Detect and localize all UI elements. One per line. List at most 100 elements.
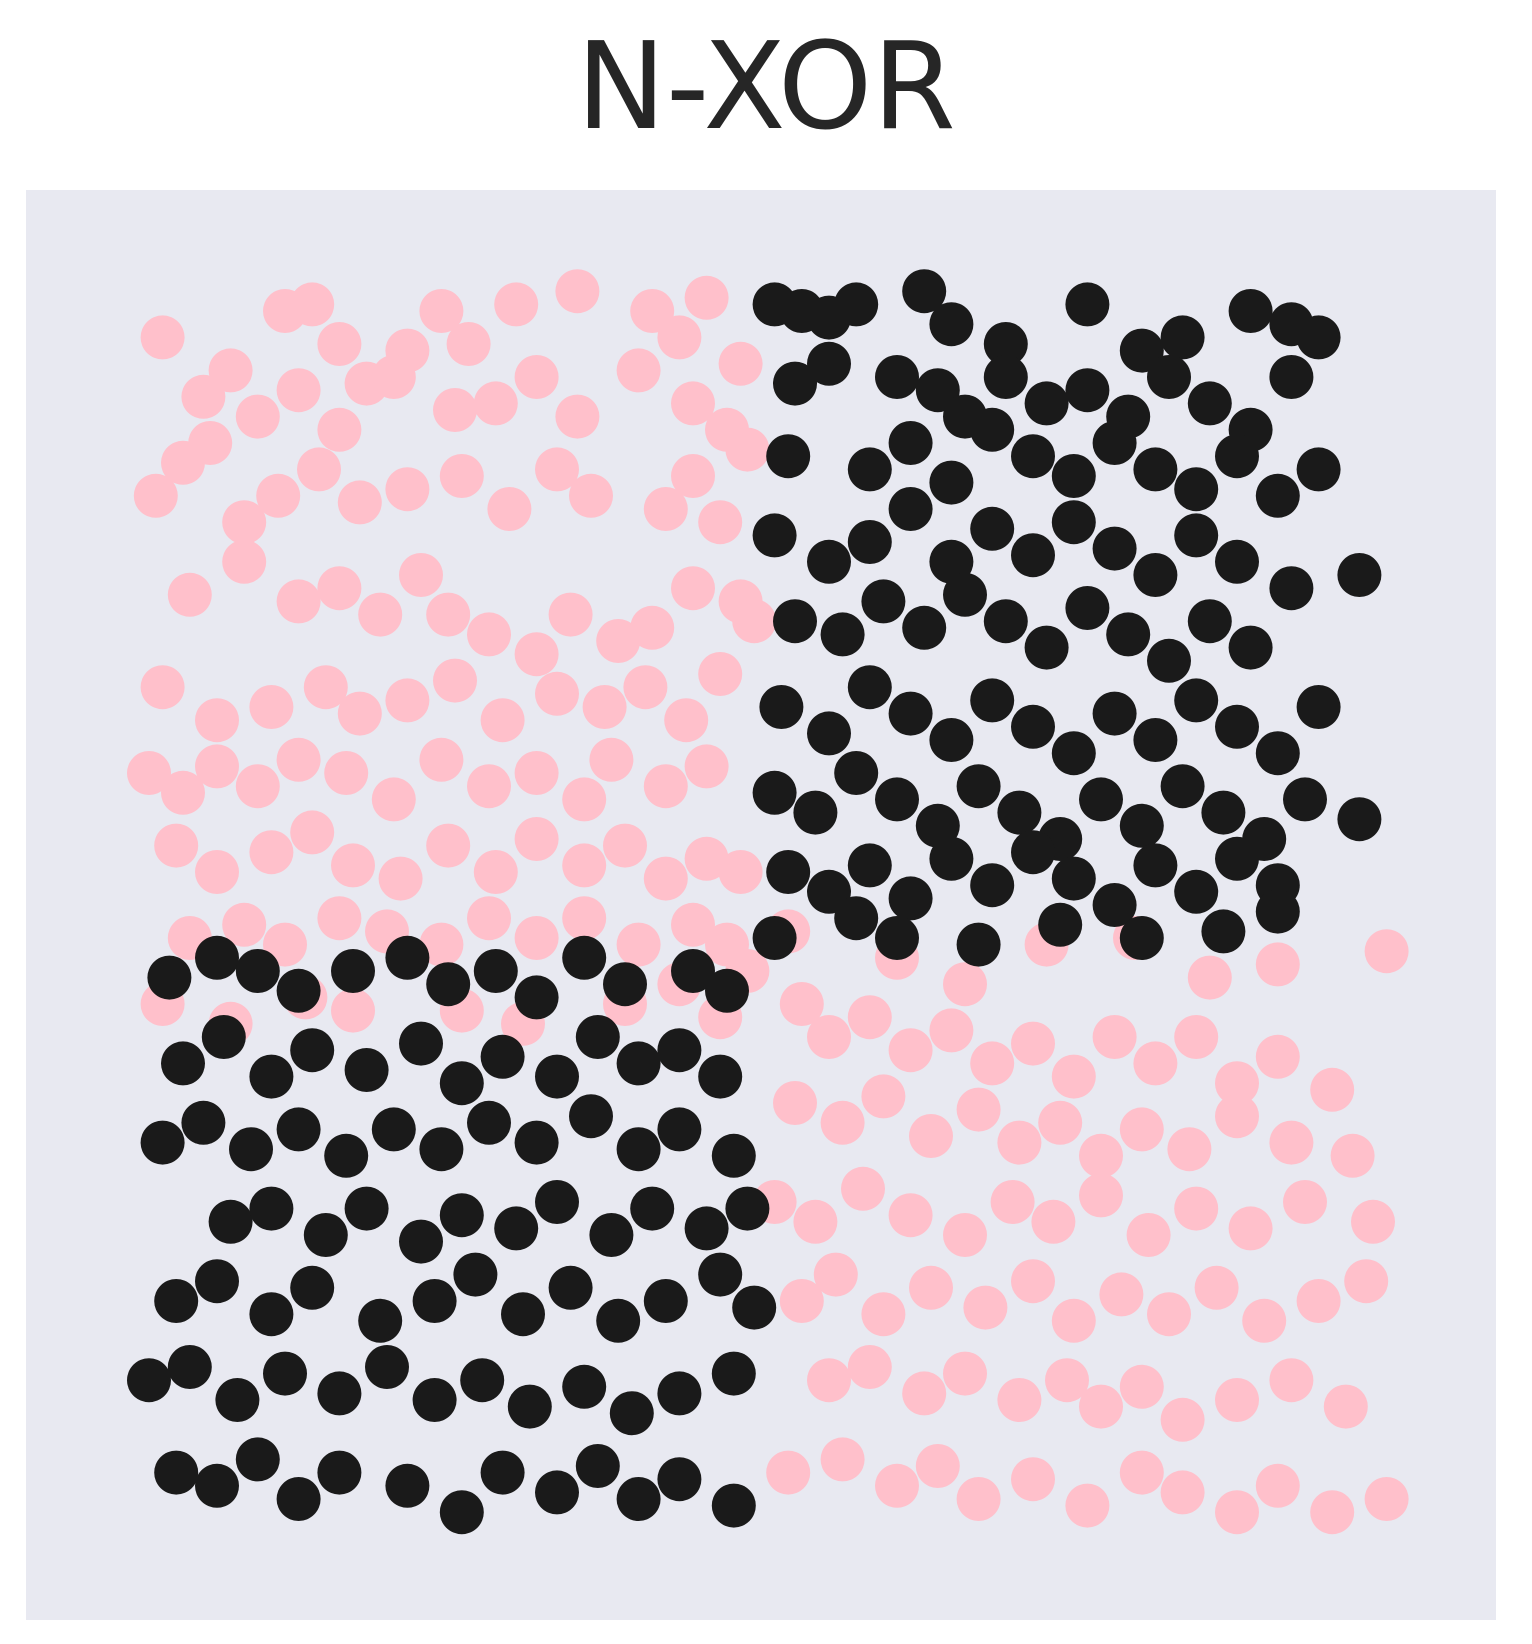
point-series-0-22	[514, 355, 559, 399]
point-series-1-120	[385, 935, 430, 980]
point-series-0-69	[664, 698, 709, 743]
point-series-1-155	[249, 1186, 294, 1231]
point-series-1-140	[698, 1054, 743, 1099]
point-series-1-98	[929, 836, 974, 881]
point-series-1-45	[1011, 533, 1055, 578]
point-series-0-182	[807, 1358, 851, 1403]
point-series-1-44	[970, 506, 1015, 551]
point-series-0-54	[630, 605, 675, 650]
point-series-1-178	[732, 1285, 777, 1330]
point-series-0-136	[1051, 1054, 1096, 1099]
point-series-1-12	[1296, 315, 1341, 360]
point-series-1-127	[705, 968, 749, 1013]
point-series-0-130	[807, 1015, 851, 1059]
point-series-1-7	[1065, 282, 1110, 327]
point-series-1-170	[358, 1298, 403, 1343]
point-series-0-100	[222, 902, 267, 947]
point-series-1-76	[1215, 704, 1259, 749]
point-series-1-187	[507, 1384, 552, 1429]
point-series-1-204	[711, 1483, 756, 1528]
point-series-0-187	[1045, 1358, 1089, 1403]
point-series-1-62	[1147, 638, 1191, 683]
point-series-1-20	[1065, 368, 1110, 413]
point-series-1-152	[657, 1107, 702, 1152]
point-series-1-38	[1296, 447, 1341, 492]
point-series-0-206	[1364, 1477, 1409, 1521]
point-series-0-12	[684, 275, 729, 320]
point-series-0-82	[589, 737, 634, 782]
point-series-1-196	[317, 1450, 362, 1495]
point-series-1-56	[902, 605, 947, 650]
point-series-1-71	[1011, 704, 1055, 749]
point-series-1-182	[263, 1351, 307, 1396]
point-series-1-135	[480, 1034, 525, 1079]
point-series-0-14	[181, 374, 226, 419]
point-series-0-158	[841, 1166, 885, 1211]
point-series-1-88	[1119, 803, 1164, 848]
point-series-1-124	[562, 935, 607, 980]
point-series-0-8	[494, 282, 539, 327]
point-series-0-97	[684, 836, 729, 881]
point-series-1-13	[773, 361, 817, 406]
point-series-0-191	[1215, 1378, 1259, 1422]
point-series-1-158	[399, 1219, 443, 1264]
point-series-0-152	[1167, 1127, 1212, 1172]
point-series-0-74	[235, 764, 280, 809]
point-series-0-160	[943, 1213, 987, 1257]
point-series-0-15	[208, 348, 253, 393]
point-series-1-139	[657, 1028, 702, 1073]
point-series-1-52	[1337, 553, 1382, 597]
point-series-1-58	[983, 599, 1028, 644]
point-series-0-10	[630, 289, 675, 333]
point-series-1-161	[535, 1180, 579, 1224]
point-series-0-7	[446, 322, 491, 366]
point-series-0-95	[603, 823, 647, 868]
point-series-1-141	[140, 1120, 185, 1165]
point-series-0-41	[671, 454, 715, 498]
point-series-0-25	[671, 381, 715, 426]
point-series-0-75	[276, 737, 321, 782]
point-series-1-112	[1119, 916, 1164, 960]
point-series-0-16	[235, 394, 280, 439]
point-series-1-67	[847, 665, 892, 710]
point-series-1-102	[1092, 883, 1137, 927]
point-series-0-181	[1344, 1259, 1389, 1304]
point-series-1-185	[412, 1378, 457, 1422]
point-series-1-191	[711, 1351, 756, 1396]
point-series-0-146	[909, 1114, 953, 1158]
point-series-1-172	[453, 1252, 498, 1297]
point-series-1-157	[344, 1186, 389, 1231]
point-series-0-150	[1079, 1133, 1123, 1178]
point-series-1-111	[1038, 902, 1083, 947]
point-series-1-110	[956, 922, 1001, 967]
point-series-0-177	[1147, 1292, 1191, 1337]
point-series-0-64	[433, 658, 477, 703]
point-series-1-36	[1215, 434, 1259, 479]
point-series-0-77	[371, 777, 416, 822]
point-series-1-48	[1133, 553, 1178, 597]
point-series-1-15	[875, 355, 919, 399]
point-series-1-167	[195, 1259, 239, 1304]
point-series-0-17	[276, 368, 321, 413]
point-series-1-169	[290, 1265, 335, 1310]
point-series-0-0	[140, 315, 185, 360]
point-series-0-179	[1242, 1298, 1287, 1343]
point-series-0-87	[249, 830, 294, 875]
point-series-0-155	[1330, 1133, 1375, 1178]
point-series-1-154	[208, 1199, 253, 1244]
points-layer	[127, 269, 1409, 1535]
point-series-1-37	[1255, 473, 1300, 518]
point-series-0-27	[725, 427, 770, 472]
point-series-1-123	[514, 975, 559, 1020]
point-series-1-10	[1228, 289, 1273, 333]
point-series-0-86	[195, 850, 239, 894]
point-series-0-128	[1364, 929, 1409, 974]
point-series-1-29	[929, 460, 974, 505]
point-series-1-145	[324, 1133, 369, 1178]
point-series-1-31	[1011, 434, 1055, 479]
point-series-0-33	[297, 447, 341, 492]
point-series-0-92	[473, 850, 518, 894]
point-series-1-57	[943, 572, 987, 617]
point-series-1-134	[439, 1061, 484, 1106]
point-series-1-54	[820, 612, 865, 657]
